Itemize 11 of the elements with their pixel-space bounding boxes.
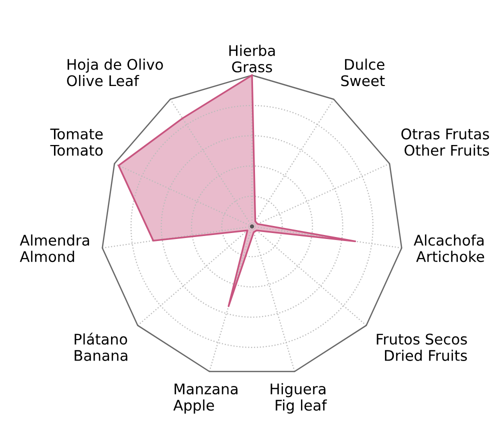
- spoke-label: Alcachofa Artichoke: [414, 234, 484, 262]
- spoke-label: Almendra Almond: [20, 234, 90, 262]
- spoke-label: Tomate Tomato: [50, 128, 103, 156]
- spoke-label: Dulce Sweet: [341, 58, 385, 86]
- spoke-label: Manzana Apple: [173, 384, 238, 414]
- spoke-label: Higuera Fig leaf: [270, 383, 327, 414]
- spoke-label: Hoja de Olivo Olive Leaf: [67, 58, 163, 86]
- spoke-label: Otras Frutas Other Fruits: [401, 128, 490, 156]
- spoke-label: Plátano Banana: [74, 332, 128, 361]
- spoke-label: Hierba Grass: [229, 44, 275, 72]
- spoke-label: Frutos Secos Dried Fruits: [376, 334, 467, 361]
